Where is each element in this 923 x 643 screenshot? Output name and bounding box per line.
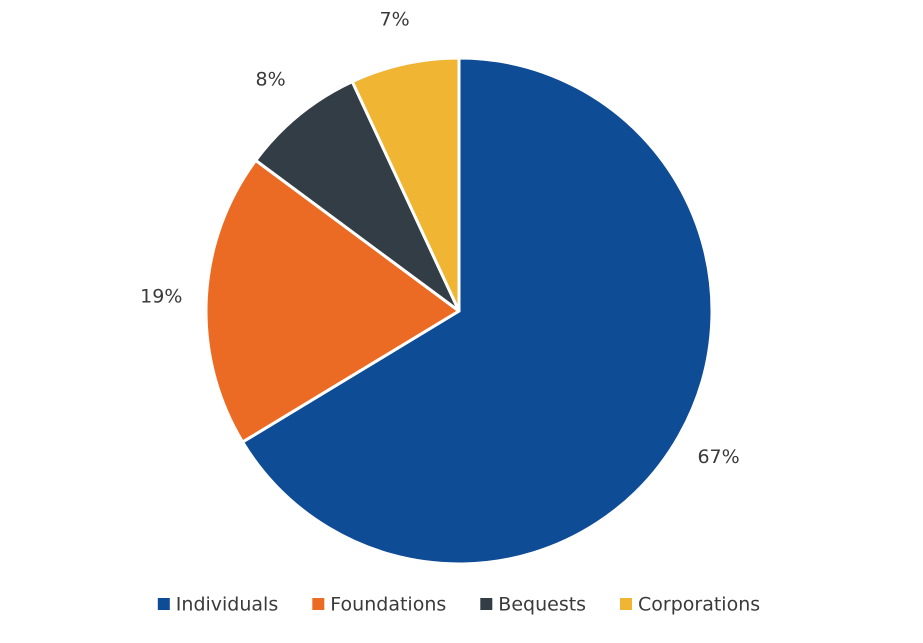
data-label-foundations: 19% [140,286,182,308]
data-label-corporations: 7% [380,9,410,31]
pie-slice-individuals [241,56,714,566]
legend-swatch-foundations [312,598,325,610]
legend-item-corporations: Corporations [620,594,760,616]
legend-label-bequests: Bequests [498,594,586,616]
legend-item-individuals: Individuals [157,594,278,616]
data-labels: 67% 19% 8% 7% [140,9,740,468]
legend-item-foundations: Foundations [312,594,446,616]
legend-swatch-corporations [620,598,632,610]
data-label-bequests: 8% [256,69,286,91]
legend-label-individuals: Individuals [176,594,278,616]
legend-swatch-bequests [480,598,493,610]
data-label-individuals: 67% [697,446,739,468]
legend: Individuals Foundations Bequests Corporatio… [157,594,760,616]
pie-slice-foundations [204,158,461,444]
legend-label-corporations: Corporations [638,594,760,616]
legend-item-bequests: Bequests [480,594,586,616]
legend-label-foundations: Foundations [330,594,446,616]
pie-slices [204,56,714,566]
pie-slice-corporations [350,56,461,313]
pie-slice-bequests [254,80,461,313]
legend-swatch-individuals [157,598,170,610]
